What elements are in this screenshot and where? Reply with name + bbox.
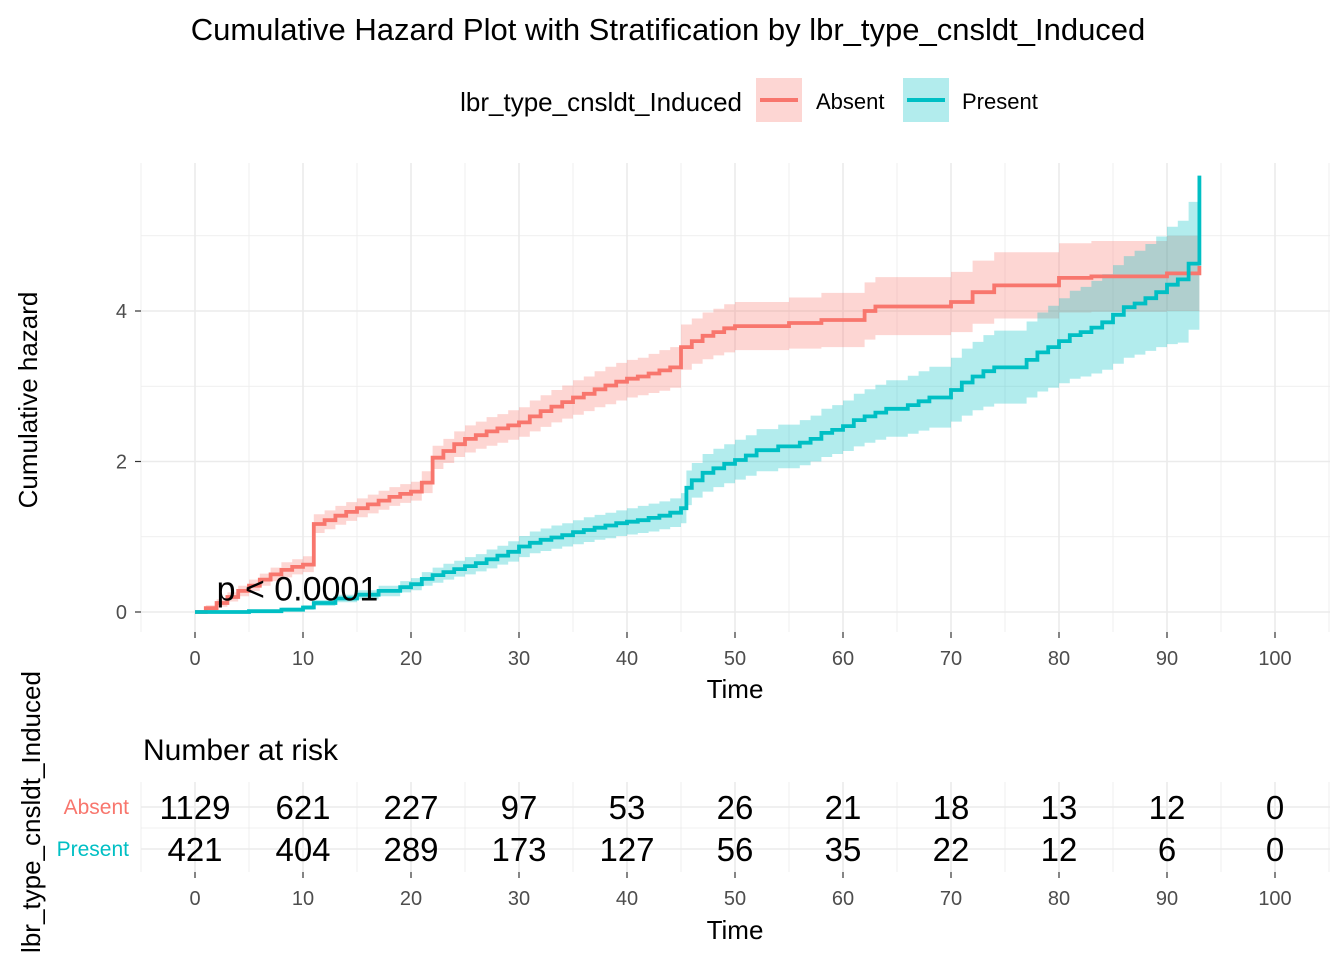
y-axis-ticks: 0 2 4 bbox=[116, 301, 141, 624]
risk-cell-present: 0 bbox=[1266, 831, 1284, 868]
risk-x-tick-label: 10 bbox=[292, 888, 314, 910]
legend-label-present: Present bbox=[962, 89, 1038, 114]
risk-x-tick-label: 70 bbox=[940, 888, 962, 910]
risk-x-tick-label: 100 bbox=[1258, 888, 1291, 910]
legend-key-absent bbox=[756, 78, 802, 122]
risk-x-tick-label: 0 bbox=[189, 888, 200, 910]
risk-cell-present: 173 bbox=[491, 831, 546, 868]
risk-cell-present: 404 bbox=[275, 831, 330, 868]
risk-cell-absent: 12 bbox=[1149, 789, 1186, 826]
x-tick-label: 70 bbox=[940, 648, 962, 670]
chart-title: Cumulative Hazard Plot with Stratificati… bbox=[191, 12, 1146, 47]
risk-table-row-labels: Absent Present bbox=[57, 796, 130, 861]
risk-cell-absent: 1129 bbox=[160, 789, 231, 826]
risk-x-tick-label: 90 bbox=[1156, 888, 1178, 910]
risk-cell-present: 12 bbox=[1041, 831, 1078, 868]
risk-x-tick-label: 20 bbox=[400, 888, 422, 910]
risk-x-tick-label: 30 bbox=[508, 888, 530, 910]
hazard-plot-grid bbox=[140, 163, 1330, 632]
hazard-step-lines bbox=[195, 175, 1202, 614]
x-tick-label: 80 bbox=[1048, 648, 1070, 670]
risk-table-x-ticks: 0 10 20 30 40 50 60 70 80 90 100 bbox=[189, 872, 1292, 910]
x-axis-title: Time bbox=[707, 674, 764, 704]
x-tick-label: 0 bbox=[189, 648, 200, 670]
risk-cell-absent: 26 bbox=[717, 789, 754, 826]
series-line-absent bbox=[195, 265, 1202, 614]
x-axis-ticks: 0 10 20 30 40 50 60 70 80 90 100 bbox=[189, 632, 1292, 670]
risk-x-tick-label: 80 bbox=[1048, 888, 1070, 910]
x-tick-label: 100 bbox=[1258, 648, 1291, 670]
y-tick-label: 0 bbox=[116, 602, 127, 624]
risk-table-grid bbox=[140, 782, 1330, 872]
y-tick-label: 2 bbox=[116, 452, 127, 474]
risk-cell-absent: 97 bbox=[501, 789, 538, 826]
risk-cell-present: 127 bbox=[599, 831, 654, 868]
p-value-annotation: p < 0.0001 bbox=[217, 571, 379, 609]
risk-cell-absent: 53 bbox=[609, 789, 646, 826]
risk-cell-absent: 0 bbox=[1266, 789, 1284, 826]
risk-cell-present: 35 bbox=[825, 831, 862, 868]
risk-cell-present: 289 bbox=[383, 831, 438, 868]
legend-label-absent: Absent bbox=[816, 89, 885, 114]
series-line-present bbox=[195, 175, 1202, 614]
confidence-bands bbox=[195, 160, 1200, 612]
risk-cell-absent: 18 bbox=[933, 789, 970, 826]
hazard-plot-panel: p < 0.0001 0 10 20 30 40 50 60 70 80 90 100 0 2 4 Ti… bbox=[13, 160, 1330, 704]
x-tick-label: 40 bbox=[616, 648, 638, 670]
risk-cell-present: 421 bbox=[167, 831, 222, 868]
risk-row-label-present: Present bbox=[57, 838, 130, 861]
y-axis-title: Cumulative hazard bbox=[13, 292, 43, 509]
risk-table-y-axis-title: lbr_type_cnsldt_Induced bbox=[16, 671, 46, 953]
ci-band-absent bbox=[195, 224, 1200, 612]
x-tick-label: 90 bbox=[1156, 648, 1178, 670]
risk-cell-absent: 13 bbox=[1041, 789, 1078, 826]
risk-cell-absent: 621 bbox=[275, 789, 330, 826]
risk-x-tick-label: 40 bbox=[616, 888, 638, 910]
risk-cell-present: 56 bbox=[717, 831, 754, 868]
risk-x-tick-label: 50 bbox=[724, 888, 746, 910]
risk-cell-absent: 227 bbox=[383, 789, 438, 826]
risk-row-label-absent: Absent bbox=[64, 796, 130, 819]
legend: lbr_type_cnsldt_Induced Absent Present bbox=[460, 78, 1038, 122]
legend-title: lbr_type_cnsldt_Induced bbox=[460, 87, 742, 117]
ci-band-present bbox=[195, 160, 1200, 612]
x-tick-label: 30 bbox=[508, 648, 530, 670]
risk-cell-present: 22 bbox=[933, 831, 970, 868]
risk-x-tick-label: 60 bbox=[832, 888, 854, 910]
risk-table-panel: Number at risk 1129 621 227 97 53 26 21 18 13 12 0… bbox=[16, 671, 1330, 953]
risk-cell-absent: 21 bbox=[825, 789, 862, 826]
legend-key-present bbox=[903, 78, 949, 122]
risk-cell-present: 6 bbox=[1158, 831, 1176, 868]
x-tick-label: 20 bbox=[400, 648, 422, 670]
x-tick-label: 10 bbox=[292, 648, 314, 670]
risk-table-x-axis-title: Time bbox=[707, 915, 764, 945]
x-tick-label: 60 bbox=[832, 648, 854, 670]
risk-table-title: Number at risk bbox=[143, 734, 339, 767]
risk-table-cells: 1129 621 227 97 53 26 21 18 13 12 0 421 404 289 173 127… bbox=[160, 789, 1285, 868]
x-tick-label: 50 bbox=[724, 648, 746, 670]
y-tick-label: 4 bbox=[116, 301, 127, 323]
